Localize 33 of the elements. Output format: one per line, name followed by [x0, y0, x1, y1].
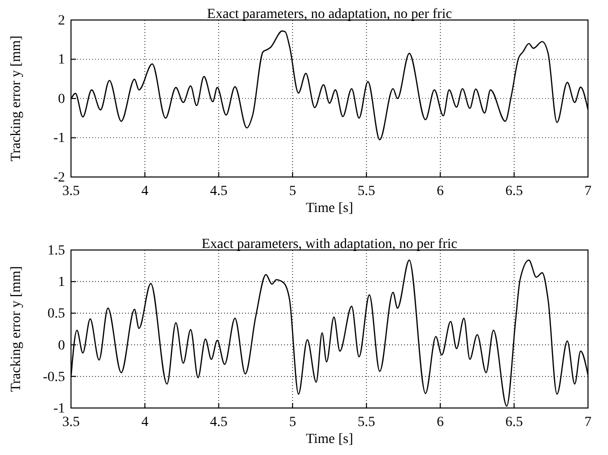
chart-title: Exact parameters, with adaptation, no per fric [202, 237, 458, 252]
y-tick-label: 0.5 [48, 306, 65, 322]
y-tick-label: 2 [58, 13, 65, 28]
y-tick-label: 1 [58, 275, 65, 290]
y-tick-label: 0 [58, 92, 65, 107]
x-tick-label: 4 [141, 184, 148, 199]
y-tick-label: -0.5 [42, 370, 65, 385]
y-tick-label: -1 [53, 131, 65, 146]
x-tick-label: 7 [584, 184, 592, 199]
x-tick-label: 6.5 [505, 414, 523, 430]
y-tick-label: -1 [53, 401, 65, 416]
x-tick-label: 7 [584, 414, 592, 430]
x-tick-label: 3.5 [62, 184, 80, 199]
x-tick-label: 6.5 [505, 184, 523, 199]
x-tick-label: 5.5 [358, 184, 376, 199]
x-tick-label: 4 [141, 414, 148, 430]
x-tick-label: 6 [436, 414, 444, 430]
y-tick-label: 1.5 [48, 243, 65, 258]
x-tick-label: 4.5 [210, 414, 228, 430]
y-axis-title: Tracking error y [mm] [9, 36, 24, 162]
chart-title: Exact parameters, no adaptation, no per fric [207, 7, 452, 22]
y-axis-title: Tracking error y [mm] [9, 266, 24, 392]
x-tick-label: 6 [436, 184, 444, 199]
x-axis-title: Time [s] [306, 432, 354, 447]
x-tick-label: 5.5 [358, 414, 376, 430]
x-axis-title: Time [s] [306, 201, 354, 216]
y-tick-label: 1 [58, 52, 65, 68]
x-tick-label: 5 [289, 184, 296, 199]
y-tick-label: -2 [53, 170, 65, 186]
x-tick-label: 3.5 [62, 414, 80, 430]
y-tick-label: 0 [58, 338, 65, 354]
x-tick-label: 5 [289, 414, 296, 430]
x-tick-label: 4.5 [210, 184, 228, 199]
